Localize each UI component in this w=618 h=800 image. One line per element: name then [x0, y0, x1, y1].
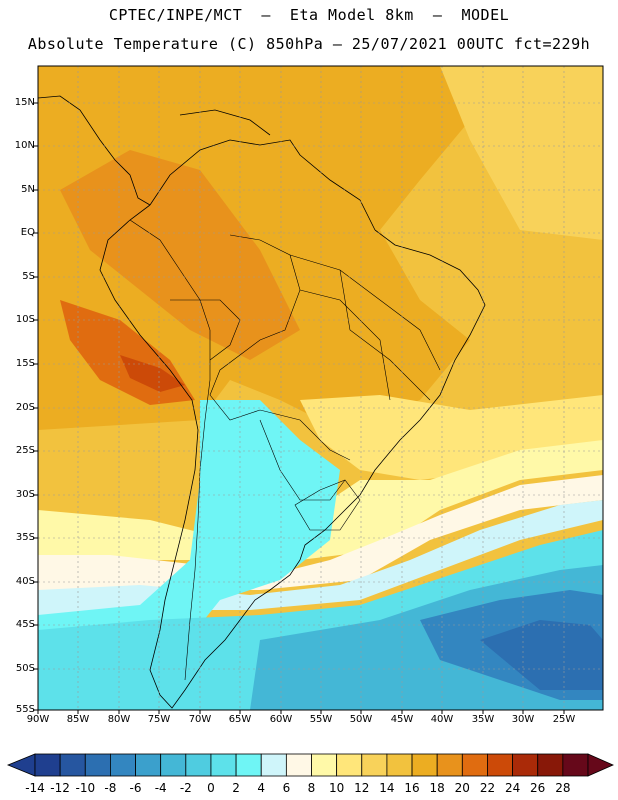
colorbar-swatch — [185, 753, 212, 777]
colorbar-swatch — [311, 753, 338, 777]
lat-label: 25S — [15, 445, 35, 456]
lon-label: 45W — [390, 714, 414, 725]
lat-label: 30S — [15, 489, 35, 500]
colorbar — [6, 753, 614, 777]
lon-label: 35W — [471, 714, 495, 725]
lon-label: 55W — [309, 714, 333, 725]
colorbar-swatch — [285, 753, 312, 777]
colorbar-swatch — [411, 753, 438, 777]
lon-label: 80W — [107, 714, 131, 725]
colorbar-swatch — [361, 753, 388, 777]
colorbar-label: -12 — [50, 781, 70, 795]
colorbar-label: -14 — [25, 781, 45, 795]
colorbar-swatch — [562, 753, 589, 777]
colorbar-label: -10 — [75, 781, 96, 795]
cuba-coast — [179, 109, 271, 136]
colorbar-swatch — [59, 753, 86, 777]
lat-label: EQ — [20, 227, 35, 238]
colorbar-swatch — [512, 753, 539, 777]
temperature-field — [38, 66, 603, 710]
colorbar-swatch — [84, 753, 111, 777]
borders — [129, 219, 441, 681]
colorbar-label: 2 — [232, 781, 240, 795]
lon-label: 25W — [552, 714, 576, 725]
colorbar-label: 10 — [328, 781, 345, 795]
colorbar-swatch — [436, 753, 463, 777]
lon-label: 75W — [147, 714, 171, 725]
colorbar-label: 20 — [454, 781, 470, 795]
colorbar-label: -6 — [129, 781, 142, 795]
colorbar-swatch — [235, 753, 262, 777]
lat-label: 55S — [15, 704, 35, 715]
colorbar-label: 26 — [530, 781, 546, 795]
lat-label: 35S — [15, 532, 35, 543]
colorbar-label: -2 — [179, 781, 192, 795]
colorbar-label: 16 — [404, 781, 420, 795]
colorbar-swatch — [210, 753, 237, 777]
colorbar-label: 6 — [282, 781, 291, 795]
field-warm-east — [440, 66, 603, 240]
colorbar-label: 22 — [479, 781, 496, 795]
colorbar-label: 0 — [207, 781, 215, 795]
lon-label: 50W — [349, 714, 373, 725]
colorbar-label: 18 — [429, 781, 445, 795]
lon-label: 65W — [228, 714, 252, 725]
colorbar-swatch — [160, 753, 187, 777]
brazil-west-border — [209, 234, 351, 461]
lon-label: 40W — [430, 714, 454, 725]
colorbar-swatch — [487, 753, 513, 777]
lat-label: 40S — [15, 576, 35, 587]
tick-marks — [33, 102, 565, 714]
field-coldest — [480, 620, 603, 690]
south-america-coast — [99, 204, 486, 709]
colorbar-swatch — [336, 753, 363, 777]
colorbar-label: 4 — [257, 781, 265, 795]
colorbar-swatch — [34, 753, 61, 777]
colorbar-label: 12 — [354, 781, 370, 795]
lat-label: 10N — [14, 140, 35, 151]
argentina-border — [259, 419, 346, 501]
colorbar-swatch — [260, 753, 287, 777]
lon-label: 30W — [511, 714, 535, 725]
grid-lines — [38, 66, 603, 710]
colorbar-swatch — [461, 753, 488, 777]
colorbar-label: 14 — [379, 781, 395, 795]
lat-label: 20S — [15, 402, 35, 413]
colorbar-label: -4 — [154, 781, 167, 795]
lon-label: 70W — [188, 714, 212, 725]
field-cream — [38, 475, 603, 600]
colorbar-swatch — [386, 753, 413, 777]
temperature-map — [33, 65, 604, 714]
lat-label: 5N — [21, 184, 35, 195]
central-america-coast — [37, 95, 151, 206]
lon-label: 60W — [269, 714, 293, 725]
lat-label: 50S — [15, 663, 35, 674]
colorbar-swatch — [135, 753, 162, 777]
andes-border — [129, 219, 211, 681]
lat-label: 15S — [15, 358, 35, 369]
uruguay-border — [294, 479, 361, 531]
colorbar-label: 24 — [504, 781, 521, 795]
title-line-2: Absolute Temperature (C) 850hPa – 25/07/… — [27, 35, 591, 53]
field-andes-hot — [120, 355, 185, 392]
colorbar-label: 8 — [307, 781, 316, 795]
lat-label: 5S — [22, 271, 35, 282]
colorbar-arrow-left — [6, 753, 36, 777]
colorbar-label: 28 — [555, 781, 571, 795]
lat-label: 15N — [14, 97, 35, 108]
lon-label: 90W — [26, 714, 50, 725]
colorbar-label: -8 — [104, 781, 117, 795]
colorbar-arrow-right — [587, 753, 614, 777]
lat-label: 10S — [15, 314, 35, 325]
lat-label: 45S — [15, 619, 35, 630]
title-line-1: CPTEC/INPE/MCT – Eta Model 8km – MODEL — [108, 6, 510, 24]
colorbar-swatch — [537, 753, 564, 777]
colorbar-swatch — [110, 753, 136, 777]
lon-label: 85W — [66, 714, 90, 725]
field-pale-yellow — [38, 440, 603, 560]
